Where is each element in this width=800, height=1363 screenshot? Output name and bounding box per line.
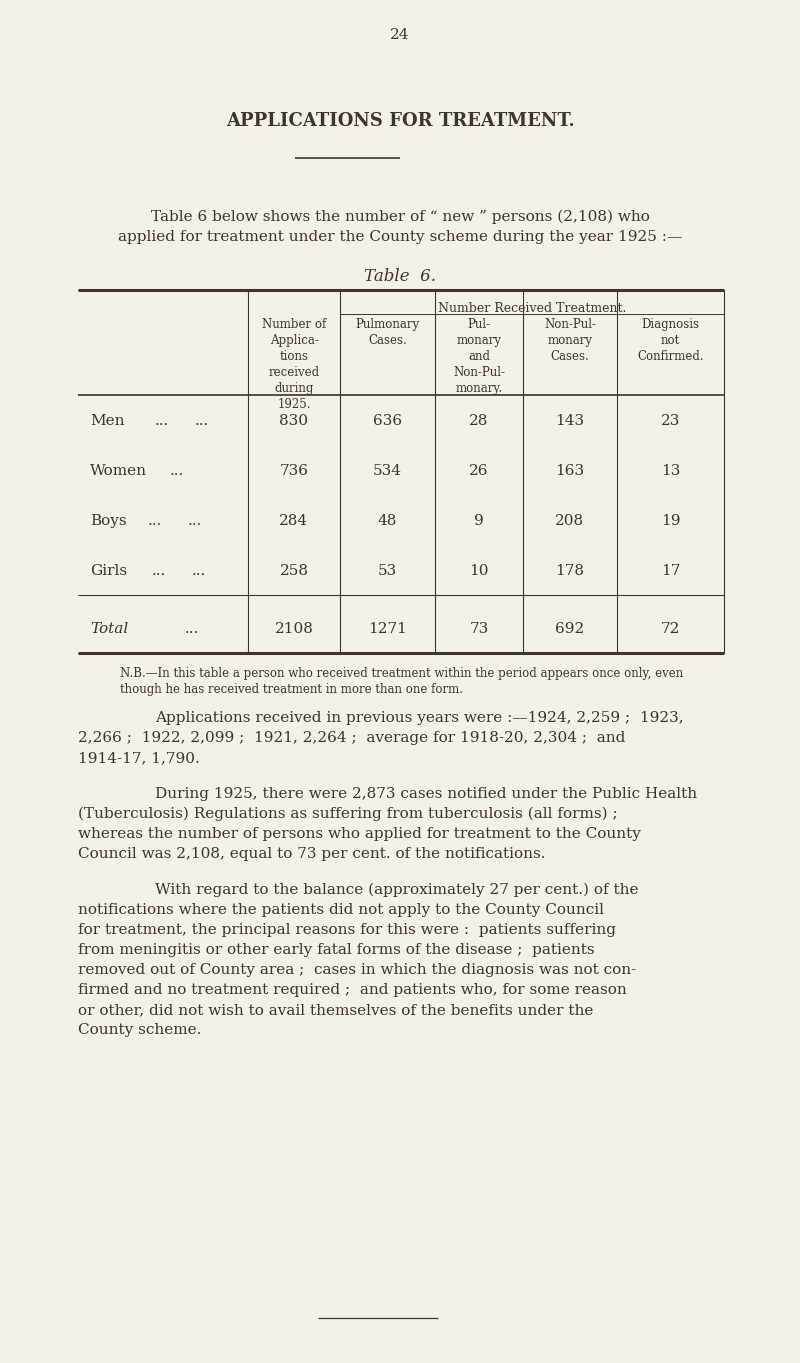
Text: N.B.—In this table a person who received treatment within the period appears onc: N.B.—In this table a person who received…	[120, 667, 683, 680]
Text: Pulmonary
Cases.: Pulmonary Cases.	[355, 318, 419, 348]
Text: 830: 830	[279, 414, 309, 428]
Text: ...: ...	[152, 564, 166, 578]
Text: Girls: Girls	[90, 564, 127, 578]
Text: 48: 48	[378, 514, 397, 527]
Text: Council was 2,108, equal to 73 per cent. of the notifications.: Council was 2,108, equal to 73 per cent.…	[78, 846, 546, 861]
Text: APPLICATIONS FOR TREATMENT.: APPLICATIONS FOR TREATMENT.	[226, 112, 574, 129]
Text: 13: 13	[661, 463, 680, 478]
Text: During 1925, there were 2,873 cases notified under the Public Health: During 1925, there were 2,873 cases noti…	[155, 786, 697, 801]
Text: County scheme.: County scheme.	[78, 1024, 202, 1037]
Text: 1914-17, 1,790.: 1914-17, 1,790.	[78, 751, 200, 765]
Text: 1271: 1271	[368, 622, 407, 637]
Text: 284: 284	[279, 514, 309, 527]
Text: Number of
Applica-
tions
received
during
1925.: Number of Applica- tions received during…	[262, 318, 326, 412]
Text: ...: ...	[185, 622, 199, 637]
Text: 208: 208	[555, 514, 585, 527]
Text: 258: 258	[279, 564, 309, 578]
Text: 19: 19	[661, 514, 680, 527]
Text: whereas the number of persons who applied for treatment to the County: whereas the number of persons who applie…	[78, 827, 641, 841]
Text: 534: 534	[373, 463, 402, 478]
Text: With regard to the balance (approximately 27 per cent.) of the: With regard to the balance (approximatel…	[155, 883, 638, 897]
Text: Table 6 below shows the number of “ new ” persons (2,108) who: Table 6 below shows the number of “ new …	[150, 210, 650, 225]
Text: firmed and no treatment required ;  and patients who, for some reason: firmed and no treatment required ; and p…	[78, 983, 626, 996]
Text: 163: 163	[555, 463, 585, 478]
Text: Table  6.: Table 6.	[364, 269, 436, 285]
Text: 2,266 ;  1922, 2,099 ;  1921, 2,264 ;  average for 1918-20, 2,304 ;  and: 2,266 ; 1922, 2,099 ; 1921, 2,264 ; aver…	[78, 731, 626, 746]
Text: 53: 53	[378, 564, 397, 578]
Text: ...: ...	[170, 463, 184, 478]
Text: 736: 736	[279, 463, 309, 478]
Text: applied for treatment under the County scheme during the year 1925 :—: applied for treatment under the County s…	[118, 230, 682, 244]
Text: Boys: Boys	[90, 514, 126, 527]
Text: 143: 143	[555, 414, 585, 428]
Text: 28: 28	[470, 414, 489, 428]
Text: from meningitis or other early fatal forms of the disease ;  patients: from meningitis or other early fatal for…	[78, 943, 594, 957]
Text: notifications where the patients did not apply to the County Council: notifications where the patients did not…	[78, 904, 604, 917]
Text: removed out of County area ;  cases in which the diagnosis was not con-: removed out of County area ; cases in wh…	[78, 964, 636, 977]
Text: 9: 9	[474, 514, 484, 527]
Text: ...: ...	[188, 514, 202, 527]
Text: Number Received Treatment.: Number Received Treatment.	[438, 303, 626, 315]
Text: (Tuberculosis) Regulations as suffering from tuberculosis (all forms) ;: (Tuberculosis) Regulations as suffering …	[78, 807, 618, 822]
Text: Non-Pul-
monary
Cases.: Non-Pul- monary Cases.	[544, 318, 596, 363]
Text: or other, did not wish to avail themselves of the benefits under the: or other, did not wish to avail themselv…	[78, 1003, 594, 1017]
Text: ...: ...	[195, 414, 210, 428]
Text: though he has received treatment in more than one form.: though he has received treatment in more…	[120, 683, 463, 696]
Text: 178: 178	[555, 564, 585, 578]
Text: Men: Men	[90, 414, 125, 428]
Text: Pul-
monary
and
Non-Pul-
monary.: Pul- monary and Non-Pul- monary.	[453, 318, 505, 395]
Text: 73: 73	[470, 622, 489, 637]
Text: 26: 26	[470, 463, 489, 478]
Text: 10: 10	[470, 564, 489, 578]
Text: 636: 636	[373, 414, 402, 428]
Text: 72: 72	[661, 622, 680, 637]
Text: 2108: 2108	[274, 622, 314, 637]
Text: 24: 24	[390, 29, 410, 42]
Text: 692: 692	[555, 622, 585, 637]
Text: Diagnosis
not
Confirmed.: Diagnosis not Confirmed.	[637, 318, 704, 363]
Text: ...: ...	[155, 414, 170, 428]
Text: Applications received in previous years were :—1924, 2,259 ;  1923,: Applications received in previous years …	[155, 711, 684, 725]
Text: 17: 17	[661, 564, 680, 578]
Text: for treatment, the principal reasons for this were :  patients suffering: for treatment, the principal reasons for…	[78, 923, 616, 936]
Text: Total: Total	[90, 622, 128, 637]
Text: Women: Women	[90, 463, 147, 478]
Text: 23: 23	[661, 414, 680, 428]
Text: ...: ...	[192, 564, 206, 578]
Text: ...: ...	[148, 514, 162, 527]
